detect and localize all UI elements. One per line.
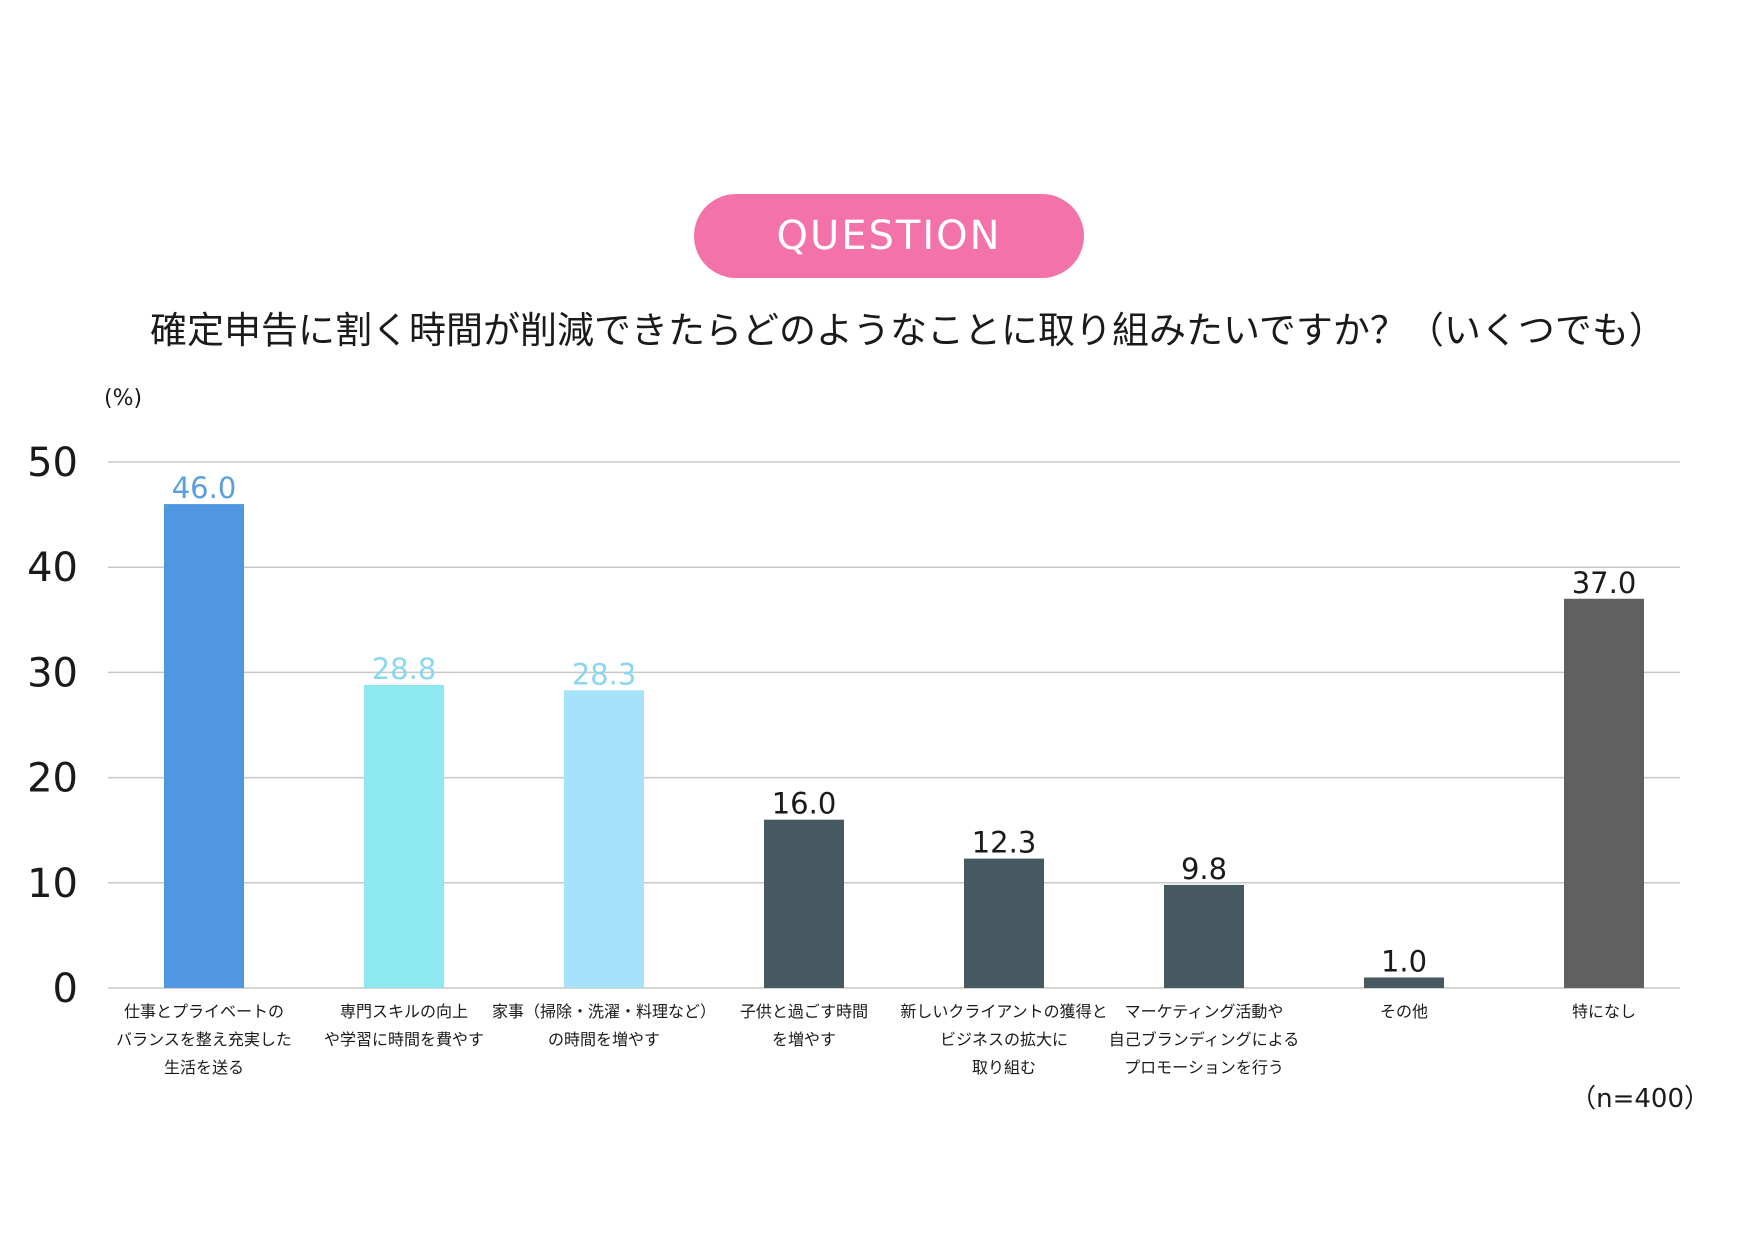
category-label-line: 自己ブランディングによる: [1109, 1030, 1299, 1049]
y-tick-label-30: 30: [27, 650, 78, 696]
bar-7: [1364, 977, 1444, 988]
category-label-line: マーケティング活動や: [1125, 1002, 1284, 1021]
category-label-line: バランスを整え充実した: [116, 1030, 292, 1049]
category-label-line: 仕事とプライベートの: [124, 1002, 284, 1021]
category-label-line: 家事（掃除・洗濯・料理など）: [492, 1002, 716, 1021]
category-label-3: 家事（掃除・洗濯・料理など） の時間を増やす: [492, 1002, 716, 1049]
category-label-line: その他: [1380, 1002, 1428, 1021]
value-label-3: 28.3: [572, 657, 637, 691]
value-label-5: 12.3: [972, 826, 1037, 860]
bar-5: [964, 858, 1044, 988]
category-label-line: の時間を増やす: [548, 1030, 660, 1049]
category-label-line: 子供と過ごす時間: [740, 1002, 868, 1021]
question-badge: QUESTION: [694, 194, 1084, 278]
bar-4: [764, 819, 844, 988]
value-label-7: 1.0: [1381, 944, 1427, 978]
category-label-line: プロモーションを行う: [1124, 1058, 1284, 1077]
value-label-6: 9.8: [1181, 852, 1227, 886]
y-tick-label-0: 0: [53, 966, 78, 1012]
y-tick-label-50: 50: [27, 440, 78, 486]
bar-1: [164, 504, 244, 988]
y-tick-label-20: 20: [27, 756, 78, 802]
category-label-1: 仕事とプライベートのバランスを整え充実した生活を送る: [116, 1002, 292, 1077]
value-label-8: 37.0: [1572, 566, 1637, 600]
y-tick-label-40: 40: [27, 545, 78, 591]
bar-2: [364, 685, 444, 988]
question-badge-label: QUESTION: [776, 213, 1002, 259]
category-label-5: 新しいクライアントの獲得とビジネスの拡大に取り組む: [900, 1002, 1107, 1077]
category-label-line: や学習に時間を費やす: [324, 1030, 484, 1049]
category-label-line: ビジネスの拡大に: [940, 1030, 1068, 1049]
category-label-line: 専門スキルの向上: [340, 1002, 468, 1021]
category-label-line: 生活を送る: [164, 1058, 244, 1077]
bar-8: [1564, 598, 1644, 988]
category-label-line: を増やす: [772, 1030, 836, 1049]
bar-3: [564, 690, 644, 988]
category-label-2: 専門スキルの向上や学習に時間を費やす: [324, 1002, 484, 1049]
value-label-2: 28.8: [372, 652, 437, 686]
value-label-1: 46.0: [172, 471, 237, 505]
category-label-6: マーケティング活動や自己ブランディングによるプロモーションを行う: [1109, 1002, 1299, 1077]
sample-size-note: （n=400）: [1570, 1084, 1710, 1114]
category-label-7: その他: [1380, 1002, 1428, 1021]
category-label-line: 特になし: [1572, 1002, 1636, 1021]
category-label-8: 特になし: [1572, 1002, 1636, 1021]
y-tick-label-10: 10: [27, 861, 78, 907]
category-label-line: 取り組む: [972, 1058, 1036, 1077]
value-label-4: 16.0: [772, 787, 837, 821]
y-axis-unit-label: (%): [104, 386, 143, 411]
bar-6: [1164, 884, 1244, 988]
category-label-line: 新しいクライアントの獲得と: [900, 1002, 1107, 1021]
question-title: 確定申告に割く時間が削減できたらどのようなことに取り組みたいですか？（いくつでも…: [150, 309, 1666, 352]
category-label-4: 子供と過ごす時間を増やす: [740, 1002, 868, 1049]
